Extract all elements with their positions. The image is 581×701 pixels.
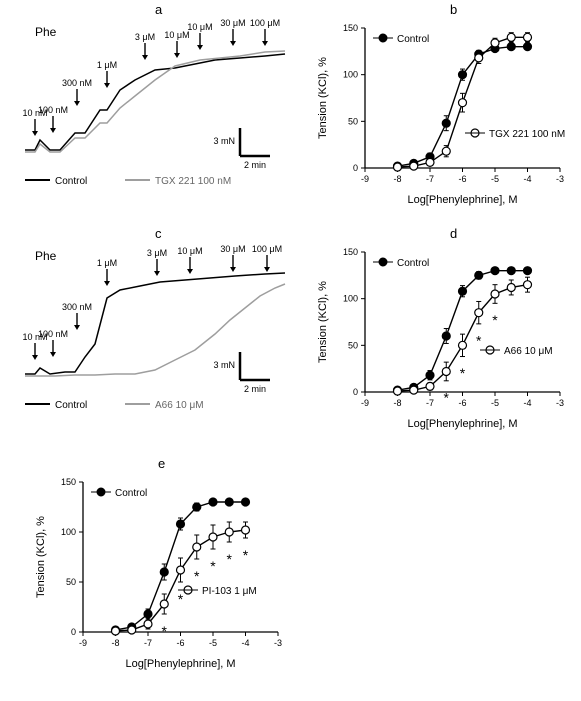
svg-text:-8: -8 bbox=[393, 174, 401, 184]
svg-text:*: * bbox=[162, 623, 168, 639]
svg-text:*: * bbox=[194, 568, 200, 584]
svg-text:-7: -7 bbox=[144, 638, 152, 648]
svg-text:-9: -9 bbox=[361, 174, 369, 184]
svg-text:3 mN: 3 mN bbox=[213, 136, 235, 146]
svg-text:Control: Control bbox=[115, 488, 147, 499]
svg-text:10 μM: 10 μM bbox=[187, 22, 212, 32]
dose-response-chart-d: 0 50 100 150 -9 -8 -7 -6 -5 -4 -3 Log[Phenylephrine… bbox=[310, 242, 570, 432]
panel-label-d: d bbox=[450, 226, 457, 241]
svg-text:Control: Control bbox=[55, 400, 87, 411]
svg-text:30 μM: 30 μM bbox=[220, 244, 245, 254]
svg-text:Control: Control bbox=[397, 34, 429, 45]
svg-text:1 μM: 1 μM bbox=[97, 258, 117, 268]
svg-text:300 nM: 300 nM bbox=[62, 302, 92, 312]
svg-text:-9: -9 bbox=[79, 638, 87, 648]
svg-text:*: * bbox=[492, 312, 498, 328]
svg-text:50: 50 bbox=[348, 116, 358, 126]
svg-text:100: 100 bbox=[343, 294, 358, 304]
svg-text:-4: -4 bbox=[241, 638, 249, 648]
svg-text:*: * bbox=[444, 389, 450, 405]
panel-label-b: b bbox=[450, 2, 457, 17]
svg-text:0: 0 bbox=[353, 163, 358, 173]
panel-label-c: c bbox=[155, 226, 162, 241]
panel-a: Phe10 nM100 nM300 nM1 μM3 μM10 μM10 μM30… bbox=[15, 18, 295, 198]
svg-text:-5: -5 bbox=[491, 174, 499, 184]
panel-e: 0 50 100 150 -9 -8 -7 -6 -5 -4 -3 Log[Phenylephrine… bbox=[28, 472, 288, 672]
svg-text:-3: -3 bbox=[274, 638, 282, 648]
svg-text:-9: -9 bbox=[361, 398, 369, 408]
svg-text:3 μM: 3 μM bbox=[135, 32, 155, 42]
svg-text:Log[Phenylephrine], M: Log[Phenylephrine], M bbox=[407, 194, 517, 206]
dose-response-chart-b: 0 50 100 150 -9 -8 -7 -6 -5 -4 -3 Log[Phenylephrine… bbox=[310, 18, 570, 208]
svg-text:50: 50 bbox=[66, 577, 76, 587]
svg-text:100 nM: 100 nM bbox=[38, 329, 68, 339]
svg-text:-5: -5 bbox=[491, 398, 499, 408]
svg-text:0: 0 bbox=[71, 627, 76, 637]
svg-text:-4: -4 bbox=[523, 174, 531, 184]
panel-c: Phe10 nM100 nM300 nM1 μM3 μM10 μM30 μM10… bbox=[15, 242, 295, 422]
svg-text:10 μM: 10 μM bbox=[164, 30, 189, 40]
svg-text:2 min: 2 min bbox=[244, 384, 266, 394]
svg-text:*: * bbox=[178, 591, 184, 607]
svg-text:-7: -7 bbox=[426, 174, 434, 184]
svg-text:-6: -6 bbox=[458, 398, 466, 408]
svg-text:Phe: Phe bbox=[35, 249, 57, 263]
trace-chart-a: Phe10 nM100 nM300 nM1 μM3 μM10 μM10 μM30… bbox=[15, 18, 295, 198]
svg-text:-4: -4 bbox=[523, 398, 531, 408]
svg-text:TGX 221 100 nM: TGX 221 100 nM bbox=[489, 129, 565, 140]
svg-text:3 mN: 3 mN bbox=[213, 360, 235, 370]
svg-text:150: 150 bbox=[343, 23, 358, 33]
svg-text:Log[Phenylephrine], M: Log[Phenylephrine], M bbox=[407, 418, 517, 430]
svg-text:Tension (KCl), %: Tension (KCl), % bbox=[35, 516, 47, 598]
svg-text:150: 150 bbox=[343, 247, 358, 257]
svg-text:300 nM: 300 nM bbox=[62, 78, 92, 88]
svg-text:100 μM: 100 μM bbox=[252, 244, 282, 254]
svg-text:Control: Control bbox=[397, 258, 429, 269]
svg-text:PI-103 1 μM: PI-103 1 μM bbox=[202, 586, 257, 597]
trace-chart-c: Phe10 nM100 nM300 nM1 μM3 μM10 μM30 μM10… bbox=[15, 242, 295, 422]
svg-text:100: 100 bbox=[343, 70, 358, 80]
svg-text:0: 0 bbox=[353, 387, 358, 397]
svg-text:Tension (KCl), %: Tension (KCl), % bbox=[317, 281, 329, 363]
svg-text:1 μM: 1 μM bbox=[97, 60, 117, 70]
panel-d: 0 50 100 150 -9 -8 -7 -6 -5 -4 -3 Log[Phenylephrine… bbox=[310, 242, 570, 432]
svg-text:100: 100 bbox=[61, 527, 76, 537]
svg-text:*: * bbox=[476, 332, 482, 348]
svg-text:Control: Control bbox=[55, 176, 87, 187]
svg-text:100 μM: 100 μM bbox=[250, 18, 280, 28]
svg-text:150: 150 bbox=[61, 477, 76, 487]
svg-text:3 μM: 3 μM bbox=[147, 248, 167, 258]
svg-text:-3: -3 bbox=[556, 174, 564, 184]
svg-text:2 min: 2 min bbox=[244, 160, 266, 170]
svg-text:A66 10 μM: A66 10 μM bbox=[155, 400, 204, 411]
svg-text:100 nM: 100 nM bbox=[38, 105, 68, 115]
svg-text:-5: -5 bbox=[209, 638, 217, 648]
svg-text:10 μM: 10 μM bbox=[177, 246, 202, 256]
svg-text:-8: -8 bbox=[393, 398, 401, 408]
svg-text:Phe: Phe bbox=[35, 25, 57, 39]
svg-text:*: * bbox=[227, 551, 233, 567]
panel-label-e: e bbox=[158, 456, 165, 471]
svg-text:-3: -3 bbox=[556, 398, 564, 408]
svg-text:30 μM: 30 μM bbox=[220, 18, 245, 28]
svg-text:*: * bbox=[210, 558, 216, 574]
svg-text:-8: -8 bbox=[111, 638, 119, 648]
svg-text:A66 10 μM: A66 10 μM bbox=[504, 346, 553, 357]
svg-text:TGX 221 100 nM: TGX 221 100 nM bbox=[155, 176, 231, 187]
svg-text:50: 50 bbox=[348, 340, 358, 350]
svg-text:*: * bbox=[460, 365, 466, 381]
panel-b: 0 50 100 150 -9 -8 -7 -6 -5 -4 -3 Log[Phenylephrine… bbox=[310, 18, 570, 208]
panel-label-a: a bbox=[155, 2, 162, 17]
svg-text:-7: -7 bbox=[426, 398, 434, 408]
svg-text:-6: -6 bbox=[176, 638, 184, 648]
svg-text:Log[Phenylephrine], M: Log[Phenylephrine], M bbox=[125, 658, 235, 670]
svg-text:*: * bbox=[243, 547, 249, 563]
svg-text:-6: -6 bbox=[458, 174, 466, 184]
svg-text:Tension (KCl), %: Tension (KCl), % bbox=[317, 57, 329, 139]
dose-response-chart-e: 0 50 100 150 -9 -8 -7 -6 -5 -4 -3 Log[Phenylephrine… bbox=[28, 472, 288, 672]
